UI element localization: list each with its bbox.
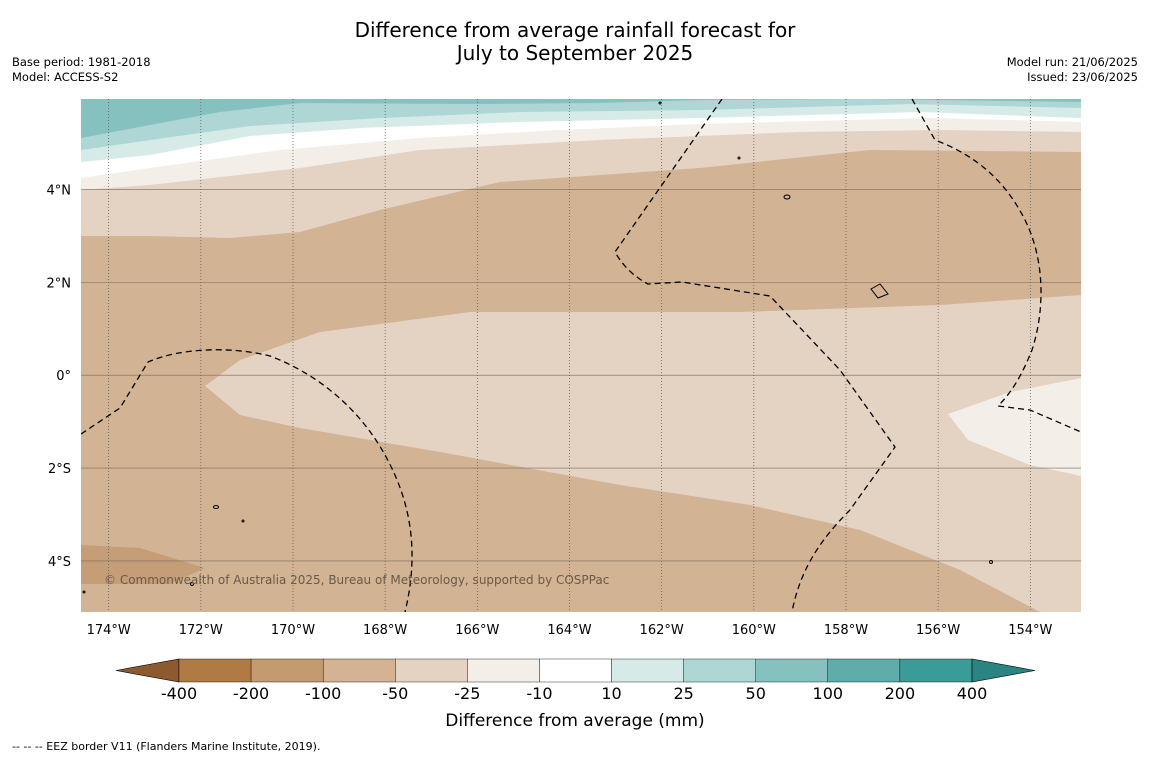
colorbar-swatch xyxy=(611,658,684,683)
colorbar-swatch xyxy=(539,658,612,683)
eez-borders xyxy=(81,99,1081,612)
colorbar-tick-label: -25 xyxy=(454,684,480,703)
colorbar-tick-label: 400 xyxy=(957,684,988,703)
latitude-tick-label: 4°N xyxy=(47,184,72,199)
longitude-tick-label: 162°W xyxy=(640,623,684,638)
island-outline xyxy=(989,560,993,564)
colorbar-tick-label: 100 xyxy=(813,684,844,703)
colorbar-tick-label: -50 xyxy=(382,684,408,703)
longitude-tick-label: 168°W xyxy=(363,623,407,638)
longitude-tick-label: 154°W xyxy=(1008,623,1052,638)
model-run-date: Model run: 21/06/2025 xyxy=(1006,55,1138,69)
title-line-2: July to September 2025 xyxy=(456,41,694,65)
latitude-tick-label: 4°S xyxy=(48,555,71,570)
longitude-tick-label: 158°W xyxy=(824,623,868,638)
island-outline xyxy=(82,590,86,594)
longitude-tick-label: 160°W xyxy=(732,623,776,638)
map-gridlines xyxy=(81,99,1081,612)
longitude-tick-label: 164°W xyxy=(547,623,591,638)
anomaly-patch-east-pale xyxy=(948,378,1081,476)
islands xyxy=(82,101,993,594)
colorbar-tick-label: 10 xyxy=(601,684,621,703)
eez-border-west xyxy=(81,349,413,612)
colorbar-tick-label: -400 xyxy=(161,684,197,703)
anomaly-patch-southwest xyxy=(81,545,205,584)
island-outline xyxy=(783,194,791,200)
island-outline xyxy=(658,101,662,105)
island-outline xyxy=(737,156,741,160)
colorbar-tick-label: -200 xyxy=(233,684,269,703)
eez-border-central xyxy=(614,99,896,612)
anomaly-equatorial-tongue xyxy=(205,295,1081,612)
colorbar-extend-high xyxy=(971,658,1036,683)
colorbar-swatch xyxy=(395,658,468,683)
colorbar-tick-label: 25 xyxy=(673,684,693,703)
longitude-tick-label: 156°W xyxy=(916,623,960,638)
anomaly-band-north-wet-2 xyxy=(81,99,1081,150)
colorbar-swatch xyxy=(178,658,252,683)
eez-footnote: -- -- -- EEZ border V11 (Flanders Marine… xyxy=(12,740,321,753)
island-outline xyxy=(241,519,245,523)
copyright-notice: © Commonwealth of Australia 2025, Bureau… xyxy=(104,573,609,587)
colorbar: -400 -200 -100 -50 -25 -10 10 25 50 100 200 400 xyxy=(115,658,1036,703)
colorbar-tick-label: -10 xyxy=(526,684,552,703)
longitude-tick-label: 172°W xyxy=(179,623,223,638)
run-info: Model run: 21/06/2025 Issued: 23/06/2025 xyxy=(1007,55,1138,85)
colorbar-swatch xyxy=(467,658,540,683)
latitude-tick-label: 2°S xyxy=(48,462,71,477)
island-outline xyxy=(870,283,889,299)
map-panel: © Commonwealth of Australia 2025, Bureau… xyxy=(81,99,1081,612)
base-period: Base period: 1981-2018 xyxy=(12,55,151,69)
longitude-tick-label: 174°W xyxy=(87,623,131,638)
colorbar-swatch xyxy=(899,658,973,683)
model-name: Model: ACCESS-S2 xyxy=(12,70,119,84)
longitude-tick-label: 170°W xyxy=(271,623,315,638)
map-title: Difference from average rainfall forecas… xyxy=(0,19,1150,65)
colorbar-swatch xyxy=(322,658,396,683)
eez-border-east xyxy=(911,99,1081,433)
colorbar-tick-label: 200 xyxy=(885,684,916,703)
title-line-1: Difference from average rainfall forecas… xyxy=(354,18,796,42)
colorbar-swatch xyxy=(827,658,901,683)
longitude-tick-label: 166°W xyxy=(455,623,499,638)
latitude-labels: 4°N 2°N 0° 2°S 4°S xyxy=(47,184,72,570)
colorbar-tick-label: 50 xyxy=(746,684,766,703)
longitude-labels: 174°W 172°W 170°W 168°W 166°W 164°W 162°W 160°W… xyxy=(87,623,1053,638)
island-outline xyxy=(213,505,219,509)
latitude-tick-label: 2°N xyxy=(47,276,72,291)
colorbar-swatch xyxy=(683,658,756,683)
anomaly-band-north-wet-3 xyxy=(81,99,1081,138)
colorbar-extend-low xyxy=(115,658,180,683)
colorbar-swatch xyxy=(755,658,829,683)
colorbar-swatch xyxy=(250,658,324,683)
latitude-tick-label: 0° xyxy=(56,369,71,384)
base-info: Base period: 1981-2018 Model: ACCESS-S2 xyxy=(12,55,151,85)
colorbar-label: Difference from average (mm) xyxy=(445,711,704,731)
island-outline xyxy=(190,582,194,586)
colorbar-tick-label: -100 xyxy=(305,684,341,703)
issued-date: Issued: 23/06/2025 xyxy=(1027,70,1138,84)
